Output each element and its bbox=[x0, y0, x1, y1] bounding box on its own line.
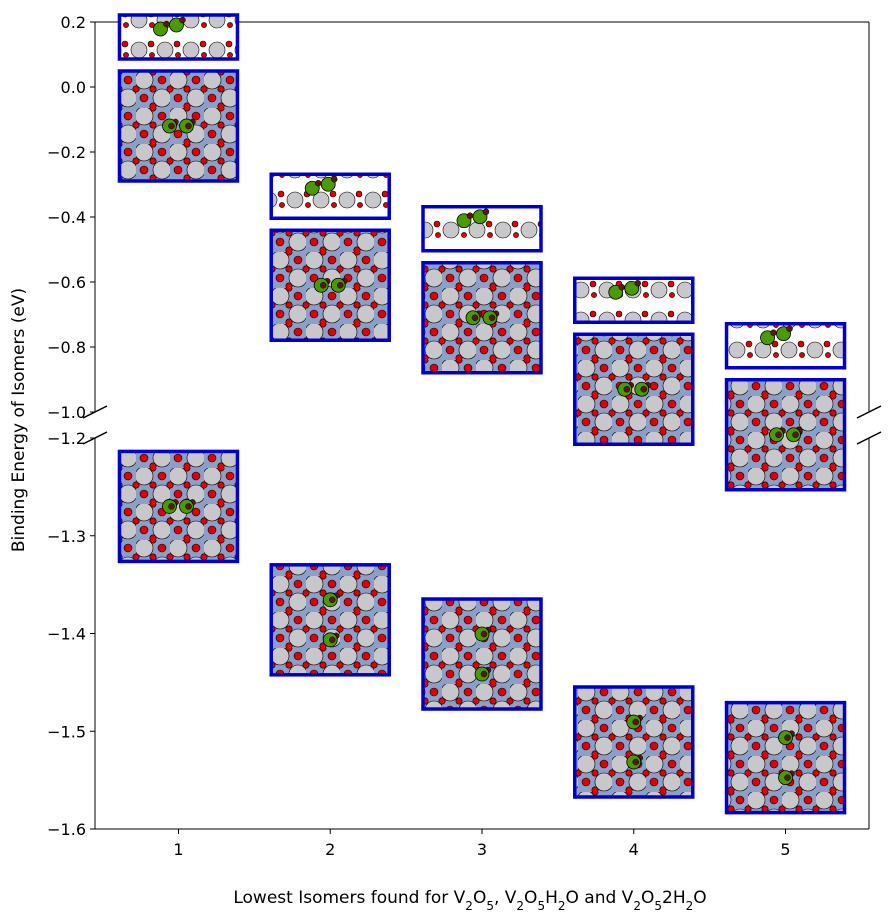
y-tick-label: −0.2 bbox=[47, 143, 86, 162]
adsorbate-oxygen bbox=[314, 180, 322, 187]
y-tick-label: −1.2 bbox=[47, 429, 86, 448]
adsorbate-oxygen bbox=[330, 176, 338, 183]
break-mark bbox=[82, 431, 108, 445]
lower-panel: −1.2 −1.3 −1.4 −1.5 −1.6 1 2 3 4 5 bbox=[47, 429, 870, 859]
oxygen-atom bbox=[480, 630, 488, 638]
oxygen-atom bbox=[632, 758, 640, 766]
oxygen-atom bbox=[784, 774, 791, 781]
top-view-frame bbox=[117, 69, 240, 183]
side-view-frame bbox=[117, 13, 240, 61]
break-mark bbox=[856, 431, 882, 445]
lower-isomer-marker bbox=[117, 449, 240, 564]
oxygen-atom bbox=[168, 122, 175, 130]
x-tick-label: 2 bbox=[325, 840, 335, 859]
axis-break-marks bbox=[82, 405, 882, 445]
break-mark bbox=[82, 405, 108, 419]
adsorbate-oxygen bbox=[786, 325, 793, 332]
x-label-subscript: 2 bbox=[558, 899, 566, 913]
x-label-part: , V bbox=[494, 888, 517, 908]
y-tick-label: −0.4 bbox=[47, 208, 86, 227]
upper-isomer-marker bbox=[269, 172, 391, 342]
x-tick-label: 4 bbox=[629, 840, 639, 859]
top-view-frame bbox=[269, 563, 391, 677]
top-view-frame bbox=[724, 378, 847, 492]
oxygen-atom bbox=[185, 503, 192, 510]
oxygen-atom bbox=[640, 386, 648, 393]
y-tick-label: −1.4 bbox=[47, 625, 86, 644]
oxygen-atom bbox=[792, 431, 799, 438]
y-tick-label: −1.3 bbox=[47, 527, 86, 546]
oxygen-atom bbox=[480, 670, 488, 678]
upper-isomer-marker bbox=[117, 13, 240, 183]
lower-isomer-marker bbox=[724, 700, 847, 815]
top-view-frame bbox=[573, 685, 695, 799]
x-label-part: 2H bbox=[662, 888, 686, 908]
upper-panel: 0.2 0.0 −0.2 −0.4 −0.6 −0.8 −1.0 bbox=[47, 13, 870, 422]
top-view-frame bbox=[117, 449, 240, 564]
x-tick-label: 1 bbox=[173, 840, 183, 859]
oxygen-atom bbox=[336, 282, 344, 289]
x-label-subscript: 5 bbox=[486, 899, 494, 913]
top-view-frame bbox=[724, 700, 847, 815]
x-label-part: O bbox=[524, 888, 537, 908]
top-view-frame bbox=[269, 228, 391, 342]
y-tick-label: −1.5 bbox=[47, 722, 86, 741]
oxygen-atom bbox=[328, 636, 336, 644]
x-label-part: Lowest Isomers found for V bbox=[233, 888, 465, 908]
oxygen-atom bbox=[168, 503, 175, 510]
insets-layer bbox=[117, 13, 847, 815]
break-mark bbox=[856, 405, 882, 419]
y-tick-label: 0.2 bbox=[61, 13, 86, 32]
x-label-part: O bbox=[693, 888, 706, 908]
y-tick-label: −1.0 bbox=[47, 403, 86, 422]
lower-isomer-marker bbox=[573, 685, 695, 799]
y-tick-label: −0.6 bbox=[47, 273, 86, 292]
x-label-subscript: 2 bbox=[633, 899, 641, 913]
x-label-subscript: 2 bbox=[465, 899, 473, 913]
upper-isomer-marker bbox=[573, 276, 695, 446]
adsorbate-oxygen bbox=[466, 212, 474, 219]
y-tick-label: −0.8 bbox=[47, 338, 86, 357]
x-label-part: O bbox=[473, 888, 486, 908]
oxygen-atom bbox=[775, 431, 782, 438]
adsorbate-oxygen bbox=[770, 329, 777, 336]
x-label-subscript: 2 bbox=[686, 899, 694, 913]
top-view-frame bbox=[573, 332, 695, 446]
lower-isomer-marker bbox=[269, 563, 391, 677]
y-tick-label: −1.6 bbox=[47, 820, 86, 839]
x-label-subscript: 5 bbox=[654, 899, 662, 913]
upper-isomer-marker bbox=[724, 322, 847, 492]
y-tick-label: 0.0 bbox=[61, 78, 86, 97]
lower-isomer-marker bbox=[421, 597, 543, 711]
oxygen-atom bbox=[623, 386, 631, 393]
adsorbate-oxygen bbox=[179, 16, 186, 24]
x-tick-label: 3 bbox=[477, 840, 487, 859]
top-view-frame bbox=[421, 261, 543, 375]
oxygen-atom bbox=[471, 314, 479, 321]
x-label-part: O and V bbox=[566, 888, 634, 908]
oxygen-atom bbox=[784, 734, 791, 741]
top-view-frame bbox=[421, 597, 543, 711]
oxygen-atom bbox=[185, 122, 192, 130]
adsorbate-oxygen bbox=[618, 284, 626, 291]
x-axis-label: Lowest Isomers found for V2O5, V2O5H2O a… bbox=[233, 888, 706, 913]
oxygen-atom bbox=[488, 314, 496, 321]
oxygen-atom bbox=[632, 718, 640, 726]
side-view-frame bbox=[269, 172, 391, 220]
x-label-subscript: 2 bbox=[516, 899, 524, 913]
y-axis-label: Binding Energy of Isomers (eV) bbox=[9, 288, 29, 552]
upper-isomer-marker bbox=[421, 205, 543, 375]
adsorbate-oxygen bbox=[634, 280, 642, 287]
x-tick-label: 5 bbox=[780, 840, 790, 859]
x-label-part: O bbox=[641, 888, 654, 908]
x-label-part: H bbox=[545, 888, 558, 908]
x-label-subscript: 5 bbox=[537, 899, 545, 913]
adsorbate-oxygen bbox=[482, 208, 490, 215]
oxygen-atom bbox=[319, 282, 327, 289]
oxygen-atom bbox=[328, 596, 336, 604]
adsorbate-oxygen bbox=[163, 20, 170, 28]
